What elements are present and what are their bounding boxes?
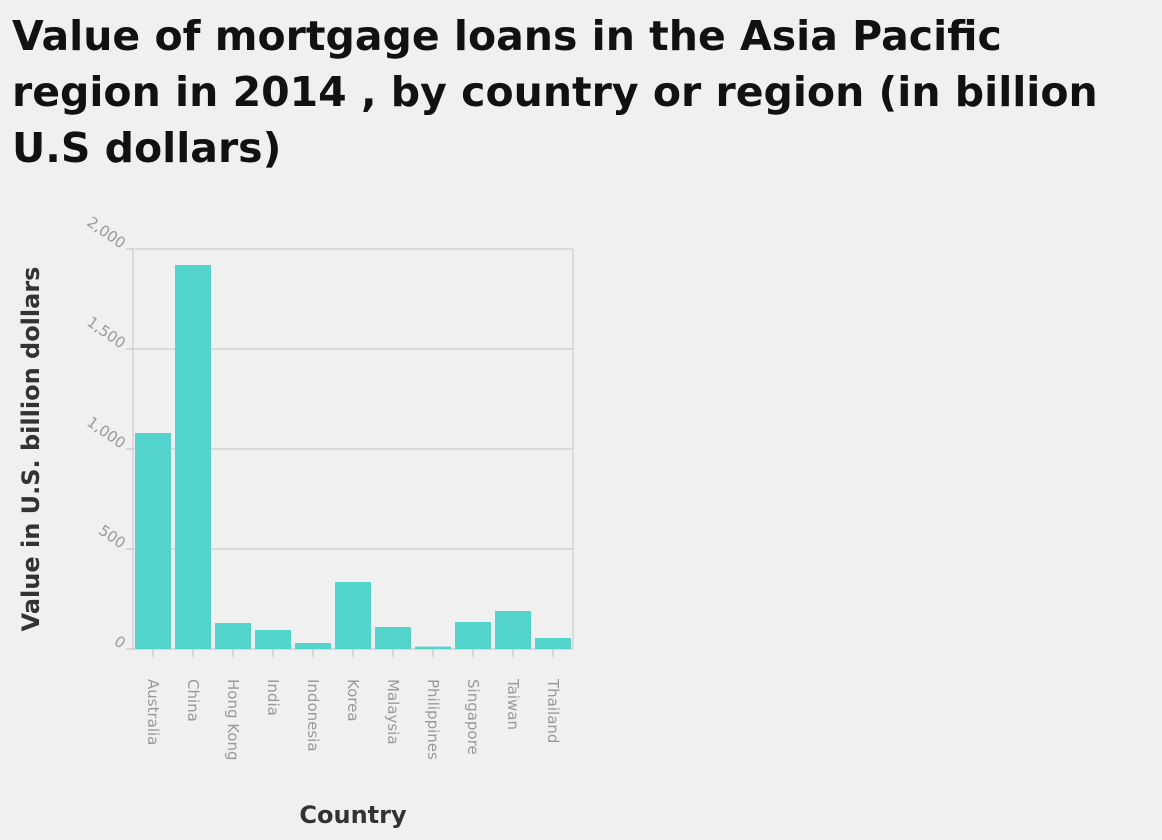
chart-title: Value of mortgage loans in the Asia Paci… <box>12 12 1098 172</box>
bar-taiwan <box>495 611 531 649</box>
bar-philippines <box>415 646 451 649</box>
x-axis-ticks: Australia China Hong Kong India Indonesia Kor… <box>144 649 562 761</box>
y-axis-title: Value in U.S. billion dollars <box>17 267 45 632</box>
bars <box>135 265 571 649</box>
x-tick-label: Philippines <box>424 679 442 760</box>
x-tick-label: Singapore <box>464 679 482 755</box>
bar-australia <box>135 433 171 649</box>
bar-korea <box>335 582 371 649</box>
x-tick-label: Korea <box>344 679 362 722</box>
y-tick-label: 1,000 <box>84 413 130 452</box>
y-tick-label: 1,500 <box>84 313 130 352</box>
bar-china <box>175 265 211 649</box>
y-tick-label: 2,000 <box>84 213 130 252</box>
x-axis-title: Country <box>299 801 407 829</box>
x-tick-label: Thailand <box>544 678 562 743</box>
x-tick-label: Malaysia <box>384 679 402 745</box>
bar-india <box>255 630 291 649</box>
x-tick-label: Australia <box>144 679 162 745</box>
y-tick-label: 500 <box>95 521 129 552</box>
x-tick-label: India <box>264 679 282 716</box>
x-tick-label: China <box>184 679 202 722</box>
bar-thailand <box>535 638 571 649</box>
bar-singapore <box>455 622 491 649</box>
x-tick-label: Hong Kong <box>224 679 242 761</box>
bar-indonesia <box>295 643 331 649</box>
x-tick-label: Taiwan <box>504 678 522 730</box>
bar-malaysia <box>375 627 411 649</box>
x-tick-label: Indonesia <box>304 679 322 752</box>
bar-hong-kong <box>215 623 251 649</box>
